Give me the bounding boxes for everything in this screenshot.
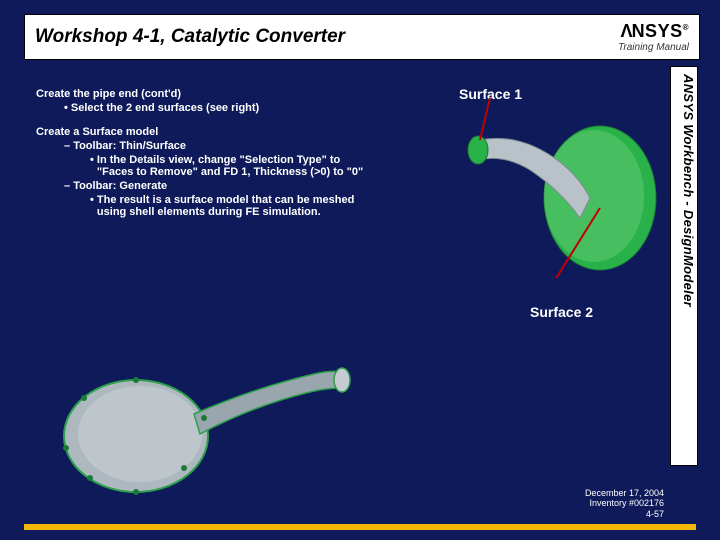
training-label: Training Manual [618,42,689,53]
footer: December 17, 2004 Inventory #002176 4-57 [585,488,664,520]
dash-1a: Toolbar: Thin/Surface [64,140,416,152]
footer-page: 4-57 [585,509,664,520]
footer-date: December 17, 2004 [585,488,664,499]
heading-1: Create the pipe end (cont'd) [36,88,416,100]
bullet-1: Select the 2 end surfaces (see right) [64,102,416,114]
bullet-2b: The result is a surface model that can b… [90,194,416,218]
page-title: Workshop 4-1, Catalytic Converter [35,26,345,48]
header-right: ΛNSYS® Training Manual [618,21,689,53]
accent-line-bottom [24,524,696,530]
sidebar-text: ANSYS Workbench - DesignModeler [672,74,696,458]
surface-2-label: Surface 2 [530,304,593,320]
figure-bottom-pipe [44,318,374,518]
body-text: Create the pipe end (cont'd) Select the … [36,88,416,220]
heading-2: Create a Surface model [36,126,416,138]
figure-top-pipe [420,78,670,278]
dash-1b: Toolbar: Generate [64,180,416,192]
header-bar: Workshop 4-1, Catalytic Converter ΛNSYS®… [24,14,700,60]
bullet-2a: In the Details view, change "Selection T… [90,154,416,178]
ansys-logo: ΛNSYS® [618,21,689,42]
footer-inventory: Inventory #002176 [585,498,664,509]
